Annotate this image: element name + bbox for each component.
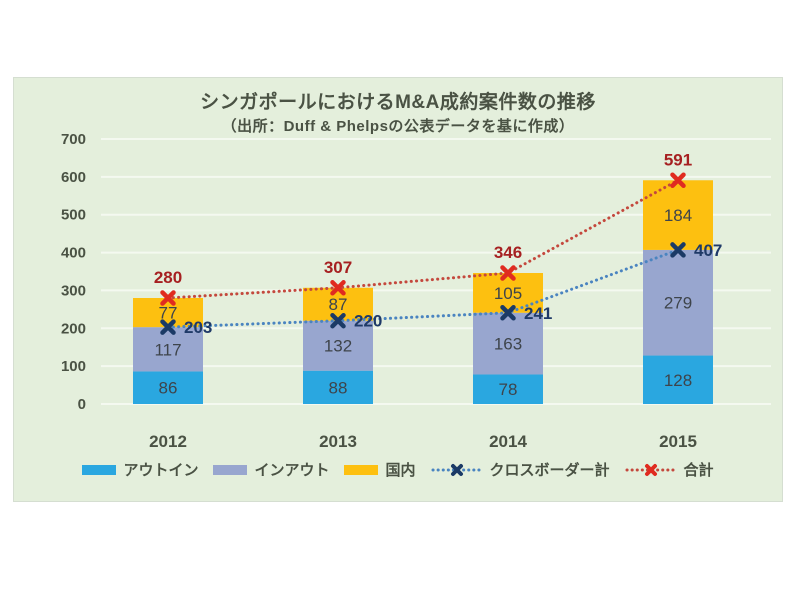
chart-panel: シンガポールにおけるM&A成約案件数の推移 （出所：Duff & Phelpsの… [13, 77, 783, 502]
bar-value-label-2013-インアウト: 132 [324, 337, 352, 356]
line-value-label-合計-2015: 591 [664, 150, 692, 169]
y-axis-tick-100: 100 [61, 358, 86, 375]
bar-segment-2012-インアウト [133, 327, 203, 372]
x-axis-label-2012: 2012 [149, 432, 187, 451]
line-value-label-クロスボーダー計-2013: 220 [354, 312, 382, 331]
bar-value-label-2013-国内: 87 [329, 295, 348, 314]
legend-item-アウトイン: アウトイン [82, 459, 198, 480]
bar-value-label-2014-アウトイン: 78 [499, 380, 518, 399]
x-axis-label-2015: 2015 [659, 432, 697, 451]
y-axis-tick-300: 300 [61, 282, 86, 299]
legend-line-swatch-クロスボーダー計 [431, 463, 482, 476]
chart-legend: アウトイン インアウト 国内 クロスボーダー計 合計 [14, 459, 782, 480]
bar-value-label-2014-インアウト: 163 [494, 335, 522, 354]
y-axis-tick-400: 400 [61, 245, 86, 262]
marker-x-合計-2015 [670, 172, 686, 189]
bar-value-label-2012-インアウト: 117 [154, 340, 181, 359]
bar-value-label-2015-インアウト: 279 [664, 294, 692, 313]
bar-value-label-2012-アウトイン: 86 [159, 379, 178, 398]
y-axis-tick-600: 600 [61, 169, 86, 186]
marker-x-クロスボーダー計-2013 [330, 312, 346, 329]
legend-label: アウトイン [123, 462, 199, 479]
marker-x-合計-2013 [330, 280, 346, 296]
line-合計 [166, 178, 680, 300]
bar-value-label-2015-アウトイン: 128 [664, 371, 692, 390]
marker-x-クロスボーダー計-2015 [670, 242, 686, 258]
legend-item-合計: 合計 [625, 459, 714, 480]
bar-segment-2015-インアウト [643, 249, 713, 356]
legend-item-国内: 国内 [344, 459, 416, 480]
line-クロスボーダー計 [166, 248, 680, 329]
x-axis-label-2013: 2013 [319, 432, 357, 451]
legend-label: クロスボーダー計 [489, 462, 610, 479]
y-axis-tick-500: 500 [61, 207, 86, 224]
bar-segment-2015-アウトイン [643, 355, 713, 404]
marker-x-クロスボーダー計-2012 [160, 319, 176, 335]
y-axis-tick-700: 700 [61, 131, 86, 148]
line-value-label-クロスボーダー計-2012: 203 [184, 318, 212, 337]
bar-value-label-2015-国内: 184 [664, 206, 692, 225]
line-value-label-合計-2012: 280 [154, 268, 182, 287]
x-axis-label-2014: 2014 [489, 432, 527, 451]
legend-item-クロスボーダー計: クロスボーダー計 [431, 459, 610, 480]
chart-subtitle: （出所：Duff & Phelpsの公表データを基に作成） [221, 118, 575, 135]
bar-segment-2013-インアウト [303, 320, 373, 371]
y-axis-tick-0: 0 [78, 396, 86, 413]
chart-plot-area: 0 100 200 300 400 500 600 700 86 117 77 88 132 87 78 16… [61, 131, 771, 451]
legend-label: 合計 [683, 462, 714, 479]
bar-value-label-2013-アウトイン: 88 [329, 378, 348, 397]
bar-segment-2013-アウトイン [303, 370, 373, 404]
legend-item-インアウト: インアウト [213, 459, 329, 480]
line-value-label-クロスボーダー計-2014: 241 [524, 304, 552, 323]
line-value-label-合計-2013: 307 [324, 258, 352, 277]
bar-segment-2013-国内 [303, 287, 373, 321]
line-value-label-クロスボーダー計-2015: 407 [694, 241, 722, 260]
legend-swatch-インアウト [213, 464, 248, 475]
marker-x-合計-2012 [160, 290, 176, 306]
bar-segment-2012-アウトイン [133, 371, 203, 404]
chart-title: シンガポールにおけるM&A成約案件数の推移 [200, 92, 596, 113]
legend-label: インアウト [254, 462, 330, 479]
bar-value-label-2012-国内: 77 [159, 304, 178, 323]
bar-segment-2014-インアウト [473, 312, 543, 375]
legend-swatch-アウトイン [82, 464, 117, 475]
bar-value-label-2014-国内: 105 [494, 284, 522, 303]
marker-x-クロスボーダー計-2014 [500, 305, 516, 321]
legend-line-swatch-合計 [625, 463, 677, 476]
line-value-label-合計-2014: 346 [494, 243, 522, 262]
marker-x-合計-2014 [500, 265, 516, 281]
bar-segment-2012-国内 [133, 298, 203, 328]
legend-label: 国内 [385, 462, 416, 479]
legend-swatch-国内 [344, 464, 379, 475]
bar-segment-2014-アウトイン [473, 374, 543, 404]
bar-segment-2014-国内 [473, 273, 543, 313]
y-axis-tick-200: 200 [61, 320, 86, 337]
